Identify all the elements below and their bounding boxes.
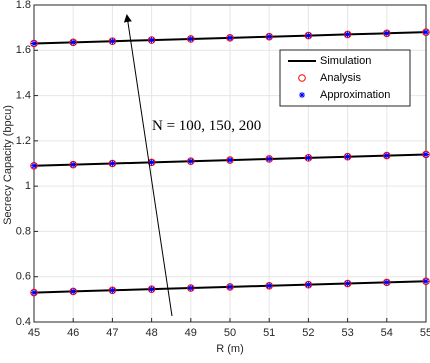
marker-asterisk	[305, 32, 312, 39]
marker-circle	[422, 150, 430, 159]
marker-circle	[69, 160, 77, 169]
x-axis-label: R (m)	[216, 343, 244, 355]
marker-circle	[226, 156, 234, 164]
legend-item: Simulation	[288, 55, 371, 67]
marker-asterisk	[423, 151, 429, 158]
y-axis-label: Secrecy Capacity (bpcu)	[2, 105, 14, 225]
marker-circle	[422, 277, 430, 286]
marker-asterisk	[109, 287, 116, 294]
marker-asterisk	[31, 162, 37, 169]
x-tick-label: 47	[106, 327, 118, 339]
marker-asterisk	[266, 282, 273, 289]
legend	[279, 49, 411, 107]
marker-asterisk	[31, 289, 37, 296]
marker-circle	[69, 38, 77, 47]
marker-circle	[226, 34, 234, 42]
x-tick-label: 46	[67, 327, 79, 339]
y-tick-label: 1.4	[16, 89, 31, 101]
y-tick-label: 0.8	[16, 225, 31, 237]
y-tick-label: 1.2	[16, 135, 31, 147]
marker-asterisk	[148, 286, 155, 293]
marker-circle	[30, 39, 38, 48]
legend-label: Simulation	[320, 55, 371, 67]
y-tick-label: 0.6	[16, 271, 31, 283]
marker-circle	[265, 32, 274, 41]
y-tick-label: 1.6	[16, 44, 31, 56]
marker-circle	[30, 288, 38, 297]
marker-circle	[422, 28, 430, 36]
marker-asterisk	[383, 30, 390, 37]
marker-asterisk	[187, 285, 194, 292]
x-tick-label: 55	[420, 327, 430, 339]
marker-asterisk	[227, 34, 233, 41]
marker-circle	[69, 287, 77, 296]
marker-circle	[383, 29, 391, 38]
marker-circle	[343, 30, 352, 39]
marker-asterisk	[383, 152, 390, 159]
marker-asterisk	[423, 278, 429, 285]
marker-asterisk	[299, 92, 305, 98]
marker-circle	[108, 159, 117, 168]
marker-circle	[147, 285, 156, 293]
x-tick-label: 49	[185, 327, 197, 339]
marker-asterisk	[148, 159, 155, 166]
x-tick-label: 50	[224, 327, 236, 339]
marker-circle	[187, 157, 195, 166]
x-tick-label: 52	[302, 327, 314, 339]
y-tick-label: 1.8	[16, 0, 31, 11]
legend-item: Analysis	[298, 72, 361, 84]
marker-asterisk	[148, 37, 155, 44]
marker-asterisk	[70, 288, 77, 295]
marker-circle	[187, 35, 195, 43]
x-tick-label: 54	[381, 327, 393, 339]
marker-asterisk	[187, 158, 194, 165]
x-tick-label: 45	[28, 327, 40, 339]
y-tick-label: 1	[25, 180, 31, 192]
marker-circle	[304, 154, 313, 162]
legend-label: Approximation	[320, 89, 390, 101]
marker-asterisk	[109, 160, 116, 167]
annotation: N = 100, 150, 200	[152, 118, 261, 134]
legend-label: Analysis	[320, 72, 361, 84]
marker-asterisk	[305, 154, 312, 161]
marker-asterisk	[109, 38, 116, 45]
marker-asterisk	[266, 155, 273, 162]
marker-asterisk	[227, 157, 233, 164]
marker-asterisk	[70, 39, 77, 46]
marker-circle	[265, 281, 274, 290]
marker-asterisk	[31, 40, 37, 47]
marker-asterisk	[266, 33, 273, 40]
annotation-arrow	[123, 14, 173, 317]
marker-circle	[298, 74, 306, 82]
marker-circle	[304, 280, 313, 289]
marker-circle	[147, 158, 156, 167]
legend-item: Approximation	[299, 89, 390, 101]
marker-circle	[383, 278, 391, 287]
marker-asterisk	[344, 31, 351, 38]
marker-asterisk	[305, 281, 312, 288]
marker-asterisk	[344, 280, 351, 287]
marker-circle	[30, 161, 38, 170]
marker-asterisk	[70, 161, 77, 168]
x-tick-label: 51	[263, 327, 275, 339]
marker-circle	[383, 151, 391, 160]
x-tick-label: 53	[341, 327, 353, 339]
marker-circle	[343, 152, 352, 161]
marker-circle	[265, 155, 274, 163]
marker-circle	[226, 283, 234, 291]
y-tick-label: 0.4	[16, 316, 31, 328]
marker-asterisk	[187, 35, 194, 42]
x-tick-label: 48	[145, 327, 157, 339]
marker-circle	[187, 284, 195, 292]
marker-circle	[304, 31, 313, 40]
marker-asterisk	[423, 29, 429, 36]
marker-asterisk	[227, 283, 233, 290]
marker-circle	[343, 279, 352, 288]
marker-circle	[147, 36, 156, 44]
marker-circle	[108, 286, 117, 295]
marker-asterisk	[383, 279, 390, 286]
marker-circle	[108, 37, 117, 46]
marker-asterisk	[344, 153, 351, 160]
